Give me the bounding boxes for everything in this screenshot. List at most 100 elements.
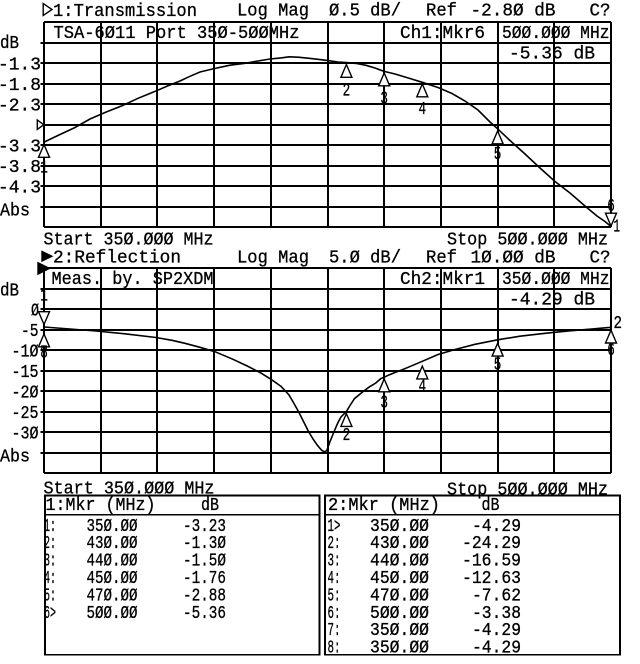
- svg-text:2: 2: [343, 82, 351, 102]
- svg-text:8:: 8:: [328, 639, 341, 659]
- svg-text:-24.29: -24.29: [462, 534, 521, 554]
- svg-text:-2.8Ø dB: -2.8Ø dB: [471, 2, 556, 22]
- svg-text:-5.36 dB: -5.36 dB: [509, 45, 595, 65]
- svg-text:Log Mag: Log Mag: [237, 249, 309, 269]
- svg-text:4:: 4:: [44, 569, 56, 589]
- svg-text:C?: C?: [590, 2, 611, 22]
- svg-text:47Ø.ØØ: 47Ø.ØØ: [87, 586, 138, 606]
- svg-text:1: 1: [40, 159, 48, 179]
- svg-text:5ØØ.ØØ: 5ØØ.ØØ: [87, 604, 138, 624]
- svg-text:6: 6: [607, 341, 615, 361]
- svg-text:-2.3: -2.3: [0, 97, 41, 117]
- svg-text:dB: dB: [0, 34, 19, 54]
- svg-text:Ch1:Mkr6: Ch1:Mkr6: [400, 24, 485, 44]
- svg-text:35Ø.ØØ: 35Ø.ØØ: [370, 621, 429, 641]
- svg-text:5.Ø dB/: 5.Ø dB/: [329, 249, 401, 269]
- svg-text:-3.23: -3.23: [183, 517, 226, 537]
- svg-text:8: 8: [40, 344, 48, 364]
- svg-text:-4.3: -4.3: [0, 179, 41, 199]
- svg-text:1>: 1>: [328, 517, 341, 537]
- svg-text:5:: 5:: [328, 586, 341, 606]
- svg-text:-1.3Ø: -1.3Ø: [183, 534, 226, 554]
- svg-text:3:: 3:: [44, 552, 56, 572]
- svg-text:Ref: Ref: [426, 249, 457, 269]
- svg-text:Ø: Ø: [31, 302, 39, 322]
- svg-text:TSA-6Ø11 Port 35Ø-5ØØMHz: TSA-6Ø11 Port 35Ø-5ØØMHz: [54, 24, 300, 44]
- svg-text:Log Mag: Log Mag: [237, 2, 309, 22]
- svg-text:-1Ø: -1Ø: [12, 343, 39, 363]
- svg-text:Ch2:Mkr1: Ch2:Mkr1: [400, 270, 485, 290]
- svg-text:35Ø.ØØ: 35Ø.ØØ: [87, 517, 138, 537]
- svg-text:5ØØ.ØØØ MHz: 5ØØ.ØØØ MHz: [502, 24, 610, 44]
- svg-text:3: 3: [380, 394, 388, 414]
- svg-text:-2Ø: -2Ø: [12, 384, 39, 404]
- svg-text:6>: 6>: [44, 604, 56, 624]
- svg-text:-2.88: -2.88: [183, 586, 226, 606]
- svg-text:4: 4: [419, 100, 427, 120]
- svg-text:5ØØ.ØØ: 5ØØ.ØØ: [370, 604, 429, 624]
- svg-text:1: 1: [40, 287, 48, 307]
- svg-text:45Ø.ØØ: 45Ø.ØØ: [87, 569, 138, 589]
- svg-text:-3.3: -3.3: [0, 138, 41, 158]
- svg-text:5:: 5:: [44, 586, 56, 606]
- svg-text:Meas. by. SP2XDM: Meas. by. SP2XDM: [52, 270, 214, 290]
- svg-text:35Ø.ØØØ MHz: 35Ø.ØØØ MHz: [502, 270, 610, 290]
- svg-text:2:: 2:: [44, 534, 56, 554]
- svg-text:Stop 5ØØ.ØØØ MHz: Stop 5ØØ.ØØØ MHz: [447, 230, 608, 250]
- svg-text:3: 3: [380, 89, 388, 109]
- svg-text:C?: C?: [590, 249, 611, 269]
- svg-text:-7.62: -7.62: [472, 586, 521, 606]
- svg-text:-3.38: -3.38: [472, 604, 521, 624]
- svg-text:dB: dB: [482, 496, 500, 516]
- svg-text:35Ø.ØØ: 35Ø.ØØ: [370, 639, 429, 659]
- svg-text:1: 1: [614, 218, 621, 238]
- svg-text:Start 35Ø.ØØØ MHz: Start 35Ø.ØØØ MHz: [44, 480, 215, 500]
- svg-text:-12.63: -12.63: [462, 569, 521, 589]
- svg-text:45Ø.ØØ: 45Ø.ØØ: [370, 569, 429, 589]
- svg-text:2:Mkr (MHz): 2:Mkr (MHz): [328, 496, 440, 516]
- svg-text:35Ø.ØØ: 35Ø.ØØ: [370, 517, 429, 537]
- svg-text:1:: 1:: [44, 517, 56, 537]
- svg-text:44Ø.ØØ: 44Ø.ØØ: [87, 552, 138, 572]
- svg-text:Ø.5 dB/: Ø.5 dB/: [329, 2, 401, 22]
- svg-text:-4.29: -4.29: [472, 517, 521, 537]
- svg-text:-5.36: -5.36: [183, 604, 226, 624]
- svg-text:6: 6: [607, 197, 615, 217]
- svg-text:6:: 6:: [328, 604, 341, 624]
- svg-text:-4.29 dB: -4.29 dB: [509, 291, 595, 311]
- svg-text:-1.3: -1.3: [0, 56, 41, 76]
- svg-text:5: 5: [494, 145, 502, 165]
- svg-text:-3Ø: -3Ø: [12, 425, 39, 445]
- svg-text:-3.8: -3.8: [0, 158, 41, 178]
- svg-text:2:Reflection: 2:Reflection: [53, 249, 181, 269]
- svg-text:47Ø.ØØ: 47Ø.ØØ: [370, 586, 429, 606]
- svg-text:-1.8: -1.8: [0, 76, 41, 96]
- svg-text:-1.76: -1.76: [183, 569, 226, 589]
- svg-text:Stop 5ØØ.ØØØ MHz: Stop 5ØØ.ØØØ MHz: [447, 480, 608, 500]
- svg-text:-16.59: -16.59: [462, 552, 521, 572]
- svg-text:2: 2: [614, 314, 623, 334]
- svg-text:3:: 3:: [328, 552, 341, 572]
- svg-text:Ref: Ref: [426, 2, 457, 22]
- svg-text:-1.5Ø: -1.5Ø: [183, 552, 226, 572]
- svg-text:7:: 7:: [328, 621, 341, 641]
- svg-text:1:Mkr (MHz): 1:Mkr (MHz): [46, 496, 156, 516]
- svg-text:Abs: Abs: [0, 201, 30, 221]
- svg-text:43Ø.ØØ: 43Ø.ØØ: [370, 534, 429, 554]
- svg-text:2: 2: [343, 426, 351, 446]
- svg-text:-4.29: -4.29: [472, 621, 521, 641]
- svg-text:2:: 2:: [328, 534, 341, 554]
- svg-text:5: 5: [494, 355, 502, 375]
- svg-text:Abs: Abs: [0, 448, 30, 468]
- svg-text:4:: 4:: [328, 569, 341, 589]
- svg-text:43Ø.ØØ: 43Ø.ØØ: [87, 534, 138, 554]
- svg-text:-15: -15: [12, 363, 39, 383]
- svg-text:-5: -5: [21, 322, 39, 342]
- svg-text:1:Transmission: 1:Transmission: [53, 2, 197, 22]
- svg-text:Start 35Ø.ØØØ MHz: Start 35Ø.ØØØ MHz: [44, 230, 214, 250]
- svg-text:-25: -25: [12, 404, 39, 424]
- svg-text:1Ø.ØØ dB: 1Ø.ØØ dB: [471, 249, 556, 269]
- svg-text:7: 7: [40, 344, 48, 364]
- svg-text:dB: dB: [0, 282, 19, 302]
- svg-text:44Ø.ØØ: 44Ø.ØØ: [370, 552, 429, 572]
